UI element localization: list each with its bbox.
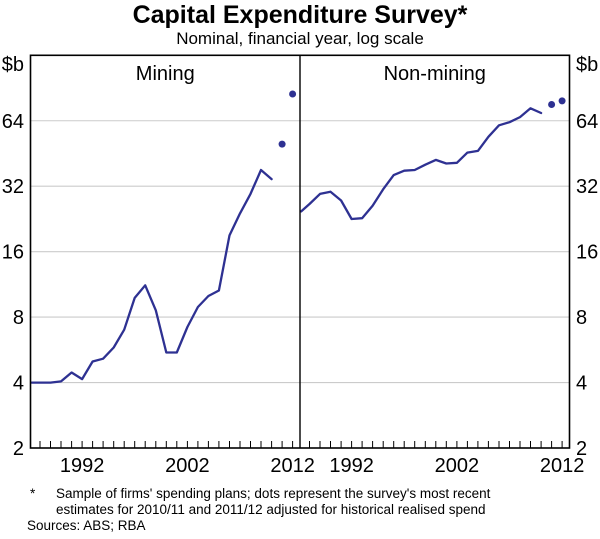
x-tick-label-left-1992: 1992 [60, 455, 105, 477]
panel-label-non-mining: Non-mining [384, 63, 486, 85]
y-axis-unit-left: $b [2, 54, 24, 76]
y-tick-label-left-8: 8 [13, 307, 24, 329]
y-tick-label-left-16: 16 [2, 242, 24, 264]
x-tick-label-left-2012: 2012 [270, 455, 315, 477]
footnote-sources: Sources: ABS; RBA [27, 518, 146, 533]
y-tick-label-right-32: 32 [576, 176, 598, 198]
chart-title: Capital Expenditure Survey* [132, 1, 468, 29]
footnote-line-2: estimates for 2010/11 and 2011/12 adjust… [56, 502, 486, 517]
x-tick-label-right-2012: 2012 [540, 455, 585, 477]
non-mining-line [300, 107, 543, 221]
y-tick-label-right-64: 64 [576, 111, 598, 133]
y-tick-label-left-4: 4 [13, 373, 24, 395]
y-tick-label-left-32: 32 [2, 176, 24, 198]
y-tick-label-left-64: 64 [2, 111, 24, 133]
mining-dot-2011 [278, 140, 286, 148]
y-tick-label-right-4: 4 [576, 373, 587, 395]
non-mining-dot-2012 [558, 97, 566, 105]
y-tick-label-right-16: 16 [576, 242, 598, 264]
mining-dot-2012 [289, 90, 297, 98]
mining-line [30, 168, 273, 384]
footnote-line-1: Sample of firms' spending plans; dots re… [56, 486, 491, 501]
y-tick-label-right-8: 8 [576, 307, 587, 329]
x-tick-label-right-1992: 1992 [329, 455, 374, 477]
footnote-marker: * [30, 486, 36, 501]
y-tick-label-right-2: 2 [576, 438, 587, 460]
y-tick-label-left-2: 2 [13, 438, 24, 460]
x-tick-label-left-2002: 2002 [165, 455, 210, 477]
panel-label-mining: Mining [136, 63, 195, 85]
non-mining-dot-2011 [548, 101, 556, 108]
x-tick-label-right-2002: 2002 [435, 455, 480, 477]
chart-subtitle: Nominal, financial year, log scale [176, 29, 424, 48]
y-axis-unit-right: $b [576, 54, 598, 76]
